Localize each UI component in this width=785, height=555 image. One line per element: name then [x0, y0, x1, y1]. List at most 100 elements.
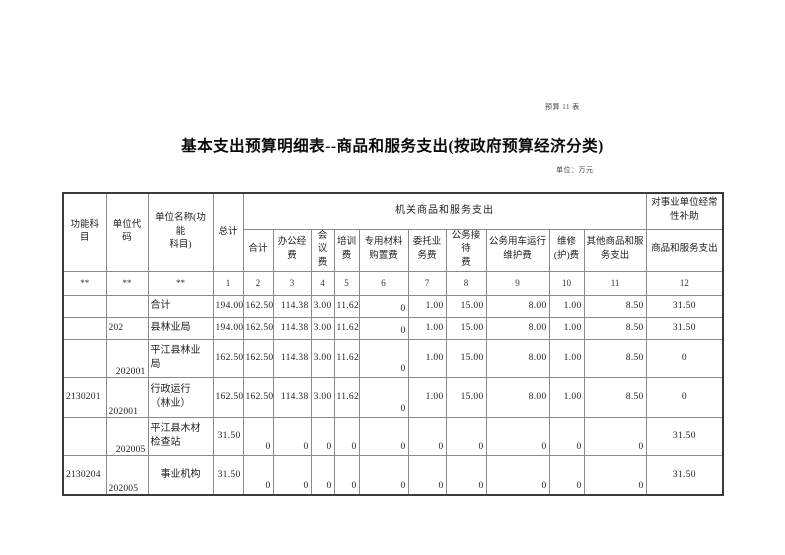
header-func-code: 功能科 目 [62, 192, 107, 272]
table-cell: 114.38 [272, 316, 312, 340]
table-cell: 11.62 [333, 294, 360, 318]
table-cell: 1.00 [548, 376, 585, 418]
header-grand-total: 总计 [212, 192, 244, 272]
table-cell: 1.00 [407, 294, 447, 318]
col-num: 3 [272, 270, 312, 296]
func-code-cell [62, 294, 107, 318]
col-num: 11 [583, 270, 647, 296]
header-training-fee: 培训 费 [333, 228, 360, 272]
func-code-cell: 2130204 [62, 454, 107, 496]
table-cell: 162.50 [212, 338, 244, 378]
header-other-goods-services: 其他商品和服 务支出 [583, 228, 647, 272]
table-cell: 1.00 [407, 376, 447, 418]
table-cell: 114.38 [272, 294, 312, 318]
table-cell: 31.50 [645, 416, 724, 456]
table-cell: 194.00 [212, 294, 244, 318]
table-cell: 8.50 [583, 316, 647, 340]
table-cell: 0 [358, 454, 409, 496]
unit-code-cell: 202001 [105, 338, 149, 378]
table-cell: 0 [358, 294, 409, 318]
col-num: 12 [645, 270, 724, 296]
table-cell: 15.00 [445, 376, 487, 418]
table-cell: 0 [548, 416, 585, 456]
col-num: 1 [212, 270, 244, 296]
func-code-cell [62, 416, 107, 456]
header-special-materials: 专用材料 购置费 [358, 228, 409, 272]
table-cell: 0 [272, 416, 312, 456]
table-cell: 0 [358, 316, 409, 340]
page-title: 基本支出预算明细表--商品和服务支出(按政府预算经济分类) [181, 138, 604, 155]
func-code-cell [62, 338, 107, 378]
table-cell: 15.00 [445, 338, 487, 378]
table-row: 202005 平江县木材 检查站 31.50 0 0 0 0 0 0 0 0 0… [62, 416, 724, 456]
func-code-cell: 2130201 [62, 376, 107, 418]
unit-code-cell: 202 [105, 316, 149, 340]
col-num: ** [62, 270, 107, 296]
header-goods-services-subsidy: 商品和服务支出 [645, 228, 724, 272]
header-office-expense: 办公经 费 [272, 228, 312, 272]
table-cell: 0 [645, 376, 724, 418]
table-cell: 0 [333, 416, 360, 456]
table-cell: 8.50 [583, 294, 647, 318]
table-cell: 1.00 [548, 338, 585, 378]
unit-name-cell: 事业机构 [147, 454, 214, 496]
table-cell: 0 [485, 454, 550, 496]
table-row: 202 县林业局 194.00 162.50 114.38 3.00 11.62… [62, 316, 724, 340]
header-row-2: 合计 办公经 费 会议 费 培训 费 专用材料 购置费 委托业 务费 公务接待 … [63, 228, 724, 272]
table-cell: 31.50 [212, 454, 244, 496]
unit-code-cell: 202005 [105, 454, 149, 496]
table-cell: 162.50 [242, 376, 274, 418]
table-cell: 15.00 [445, 316, 487, 340]
doc-tag: 预算 11 表 [545, 103, 580, 111]
unit-code-cell: 202005 [105, 416, 149, 456]
header-group-org-goods-services: 机关商品和服务支出 [242, 192, 647, 230]
table-cell: 8.50 [583, 338, 647, 378]
table-cell: 15.00 [445, 294, 487, 318]
unit-name-cell: 合计 [147, 294, 214, 318]
table-cell: 162.50 [242, 294, 274, 318]
table-row: 202001 平江县林业 局 162.50 162.50 114.38 3.00… [62, 338, 724, 378]
col-num: 2 [242, 270, 274, 296]
col-num: ** [147, 270, 214, 296]
table-cell: 11.62 [333, 376, 360, 418]
header-subtotal: 合计 [242, 228, 274, 272]
table-cell: 3.00 [310, 338, 335, 378]
table-cell: 0 [583, 416, 647, 456]
header-group-subsidy: 对事业单位经常 性补助 [645, 192, 724, 230]
table-cell: 1.00 [548, 316, 585, 340]
table-cell: 8.00 [485, 376, 550, 418]
col-num: 8 [445, 270, 487, 296]
table-cell: 8.00 [485, 316, 550, 340]
table-cell: 31.50 [645, 454, 724, 496]
table-row: 2130204 202005 事业机构 31.50 0 0 0 0 0 0 0 … [62, 454, 724, 496]
col-num: 10 [548, 270, 585, 296]
table-cell: 0 [407, 454, 447, 496]
table-cell: 1.00 [548, 294, 585, 318]
table-cell: 11.62 [333, 316, 360, 340]
table-cell: 162.50 [212, 376, 244, 418]
table-cell: 1.00 [407, 338, 447, 378]
header-commissioned-business: 委托业 务费 [407, 228, 447, 272]
table-cell: 0 [310, 454, 335, 496]
table-cell: 3.00 [310, 294, 335, 318]
table-cell: 0 [358, 416, 409, 456]
table-cell: 31.50 [645, 294, 724, 318]
header-meeting-fee: 会议 费 [310, 228, 335, 272]
table-cell: 0 [583, 454, 647, 496]
table-cell: 0 [485, 416, 550, 456]
unit-name-cell: 行政运行 （林业） [147, 376, 214, 418]
header-unit-name: 单位名称(功能 科目) [147, 192, 214, 272]
table-cell: 1.00 [407, 316, 447, 340]
table-cell: 0 [242, 416, 274, 456]
table-cell: 114.38 [272, 376, 312, 418]
header-row-1: 功能科 目 单位代码 单位名称(功能 科目) 总计 机关商品和服务支出 对事业单… [62, 192, 724, 272]
table-cell: 8.00 [485, 294, 550, 318]
table-cell: 0 [272, 454, 312, 496]
column-number-row: ** ** ** 1 2 3 4 5 6 7 8 9 10 11 12 [62, 270, 724, 296]
table-cell: 0 [445, 416, 487, 456]
col-num: ** [105, 270, 149, 296]
table-cell: 0 [310, 416, 335, 456]
table-cell: 0 [358, 338, 409, 378]
table-cell: 0 [645, 338, 724, 378]
table-cell: 3.00 [310, 376, 335, 418]
